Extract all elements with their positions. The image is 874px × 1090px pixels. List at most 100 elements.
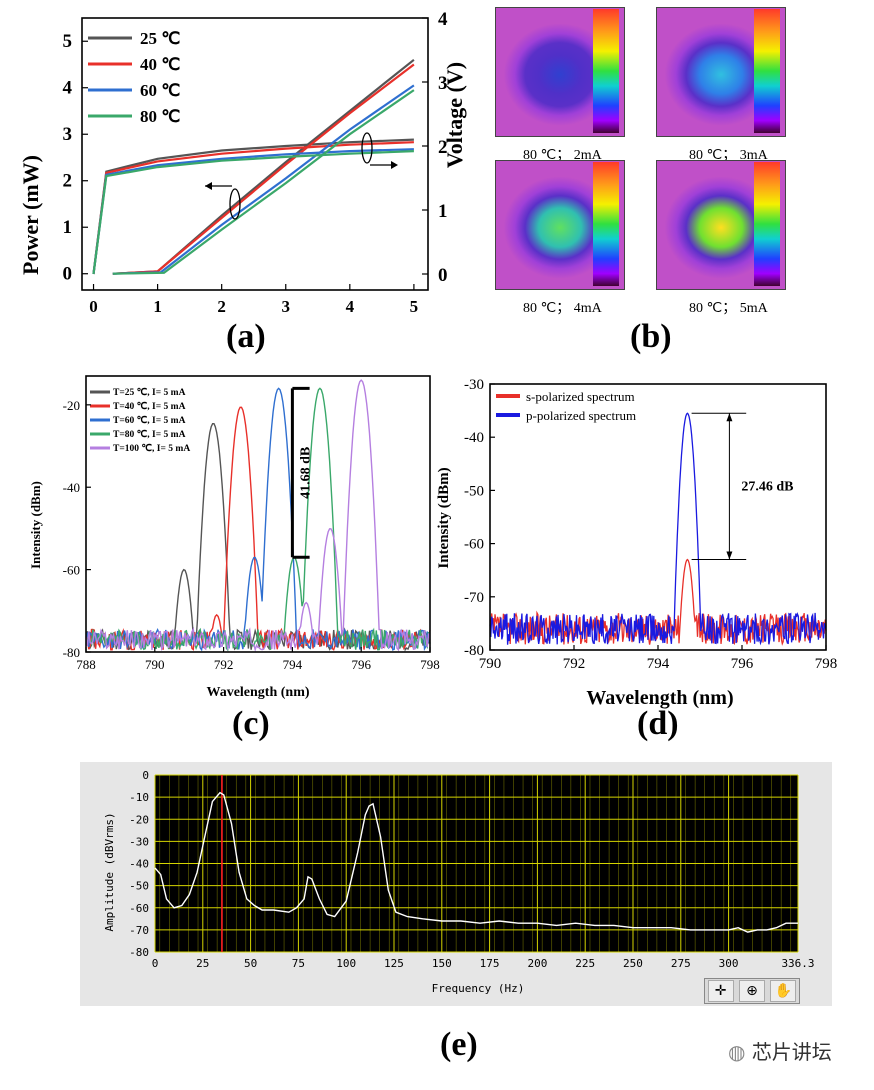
chart-e-x-tick-label: 25 [196, 957, 209, 970]
beam-profile-colorbar [754, 9, 780, 133]
chart-a-y-tick-label: 2 [63, 171, 73, 192]
chart-a-left-axis-title: Power (mW) [18, 155, 43, 275]
chart-e-y-tick-label: -10 [129, 791, 149, 804]
chart-c-y-tick-label: -80 [63, 645, 80, 660]
chart-e-x-tick-label: 225 [575, 957, 595, 970]
chart-a-x-tick-label: 3 [282, 297, 291, 316]
chart-a-voltage-line [92, 150, 414, 275]
chart-c-legend-label: T=25 ℃, I= 5 mA [113, 387, 186, 398]
chart-a-x-tick-label: 0 [89, 297, 98, 316]
chart-e-x-tick-label: 336.3 [781, 957, 814, 970]
chart-a-x-tick-label: 2 [217, 297, 226, 316]
chart-c-series-line [85, 379, 431, 653]
panel-label-e: (e) [440, 1026, 478, 1063]
chart-a-right-axis-title: Voltage (V) [442, 62, 467, 168]
chart-e-x-tick-label: 300 [719, 957, 739, 970]
chart-a-x-tick-label: 4 [346, 297, 355, 316]
crosshair-icon[interactable]: ✛ [707, 980, 734, 1002]
chart-a-y-tick-label: 1 [63, 217, 73, 238]
chart-e-x-tick-label: 0 [152, 957, 159, 970]
chart-a-power-voltage: Power (mW) Voltage (V) 0 1 2 3 4 501234501234… [18, 9, 467, 316]
chart-e-frequency-spectrum: Amplitude (dBVrms) Frequency (Hz) 0 25 50 7… [103, 769, 815, 995]
watermark: ◍ 芯片讲坛 [728, 1036, 832, 1065]
chart-e-toolbar: ✛ ⊕ ✋ [704, 978, 800, 1004]
chart-a-y-tick-label: 4 [63, 78, 73, 99]
chart-e-x-axis-title: Frequency (Hz) [432, 982, 525, 995]
beam-profile-caption: 80 ℃； 4mA [523, 301, 602, 316]
chart-d-x-tick-label: 792 [563, 656, 586, 672]
chart-c-x-tick-label: 792 [214, 657, 234, 672]
chart-a-frame [81, 17, 429, 291]
chart-c-gap-label: 41.68 dB [298, 447, 313, 499]
chart-a-y2-tick-label: 0 [438, 265, 448, 286]
chart-a-y-tick-label: 5 [63, 31, 73, 52]
zoom-icon[interactable]: ⊕ [738, 980, 765, 1002]
chart-a-legend-label: 25 ℃ [140, 29, 180, 48]
chart-a-power-arrow-head [205, 182, 212, 190]
chart-e-x-tick-label: 150 [432, 957, 452, 970]
beam-profile-caption: 80 ℃； 2mA [523, 148, 602, 163]
chart-e-y-tick-label: -20 [129, 813, 149, 826]
chart-d-gap-label: 27.46 dB [741, 479, 793, 494]
chart-c-legend-label: T=60 ℃, I= 5 mA [113, 415, 186, 426]
chart-a-x-tick-label: 5 [410, 297, 419, 316]
chart-a-y2-tick-label: 1 [438, 201, 448, 222]
chart-c-y-tick-label: -60 [63, 563, 80, 578]
beam-profile-colorbar [754, 162, 780, 286]
beam-profile-colorbar [593, 9, 619, 133]
panel-label-b: (b) [630, 318, 672, 355]
chart-d-gap-arrow-head-bottom [726, 551, 733, 560]
chart-c-legend-label: T=40 ℃, I= 5 mA [113, 401, 186, 412]
pan-hand-icon[interactable]: ✋ [770, 980, 797, 1002]
chart-a-legend-label: 40 ℃ [140, 55, 180, 74]
chart-e-y-axis-title: Amplitude (dBVrms) [103, 812, 116, 931]
beam-profile-colorbar [593, 162, 619, 286]
chart-d-legend-label: s-polarized spectrum [526, 389, 635, 404]
chart-e-y-tick-label: -40 [129, 858, 149, 871]
chart-d-x-tick-label: 794 [647, 656, 670, 672]
chart-d-gap-arrow-head-top [726, 413, 733, 422]
chart-d-legend-label: p-polarized spectrum [526, 408, 636, 423]
chart-e-x-tick-label: 75 [292, 957, 305, 970]
chart-c-x-axis-title: Wavelength (nm) [206, 685, 309, 700]
beam-profile-caption: 80 ℃； 5mA [689, 301, 768, 316]
chart-a-voltage-line [92, 138, 414, 275]
chart-c-x-tick-label: 798 [420, 657, 440, 672]
chart-e-y-tick-label: -70 [129, 924, 149, 937]
chart-e-y-tick-label: -60 [129, 902, 149, 915]
chart-c-y-axis-title: Intensity (dBm) [28, 481, 43, 569]
chart-a-y2-tick-label: 2 [438, 137, 448, 158]
chart-c-frame [85, 375, 431, 653]
chart-d-polarized-spectra: Intensity (dBm) Wavelength (nm) s-polari… [436, 377, 838, 709]
chart-c-x-tick-label: 790 [145, 657, 165, 672]
panel-label-d: (d) [637, 705, 679, 742]
chart-a-y2-tick-label: 3 [438, 73, 448, 94]
chart-e-x-tick-label: 275 [671, 957, 691, 970]
chart-e-x-tick-label: 250 [623, 957, 643, 970]
chat-bubble-icon: ◍ [728, 1040, 746, 1064]
chart-c-legend-label: T=100 ℃, I= 5 mA [113, 443, 190, 454]
chart-e-y-tick-label: -30 [129, 835, 149, 848]
chart-c-x-tick-label: 796 [351, 657, 371, 672]
chart-c-y-tick-label: -20 [63, 398, 80, 413]
chart-d-x-tick-label: 798 [815, 656, 838, 672]
chart-c-spectra-temperature: Intensity (dBm) Wavelength (nm) T=25 ℃, … [28, 375, 440, 700]
chart-e-y-tick-label: -80 [129, 946, 149, 959]
chart-d-y-tick-label: -50 [464, 483, 484, 499]
chart-a-voltage-arrow-head [391, 161, 398, 169]
chart-d-frame [489, 383, 827, 651]
chart-d-series-line [489, 558, 827, 646]
panel-label-a: (a) [226, 318, 266, 355]
chart-e-y-tick-label: -50 [129, 880, 149, 893]
chart-c-legend-label: T=80 ℃, I= 5 mA [113, 429, 186, 440]
chart-e-x-tick-label: 175 [480, 957, 500, 970]
chart-a-power-ellipse-marker [229, 188, 241, 220]
chart-a-legend-label: 80 ℃ [140, 107, 180, 126]
chart-a-y-tick-label: 0 [63, 264, 73, 285]
chart-d-y-tick-label: -40 [464, 430, 484, 446]
chart-e-x-tick-label: 100 [336, 957, 356, 970]
chart-d-x-tick-label: 796 [731, 656, 754, 672]
watermark-text: 芯片讲坛 [751, 1040, 832, 1064]
chart-d-y-tick-label: -80 [464, 643, 484, 659]
chart-a-voltage-ellipse-marker [361, 132, 373, 164]
